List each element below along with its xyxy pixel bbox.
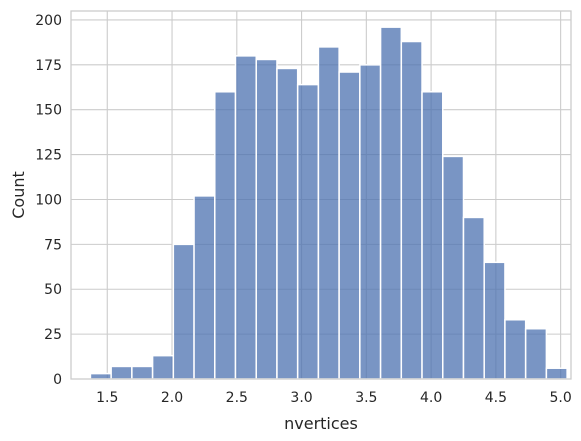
x-tick-label: 4.0 <box>420 390 442 406</box>
histogram-bar <box>545 367 568 380</box>
histogram-bar <box>214 91 237 380</box>
x-axis-label: nvertices <box>284 414 358 433</box>
axes-border <box>70 10 572 380</box>
histogram-bar <box>483 261 506 380</box>
histogram-bar <box>89 372 112 380</box>
histogram-bar <box>379 26 403 380</box>
histogram-bar <box>462 216 485 380</box>
histogram-bar <box>255 58 278 380</box>
y-tick-label: 125 <box>35 148 62 164</box>
histogram-bar <box>317 46 340 380</box>
x-tick-labels: 1.5 2.0 2.5 3.0 3.5 4.0 4.5 5.0 <box>96 390 572 406</box>
x-tick-label: 2.5 <box>226 390 248 406</box>
y-tick-labels: 0 25 50 75 100 125 150 175 200 <box>35 13 62 388</box>
y-tick-label: 75 <box>44 237 62 253</box>
axes-frame <box>70 10 572 380</box>
x-tick-label: 3.5 <box>355 390 377 406</box>
histogram-bar <box>110 365 133 380</box>
histogram-bar <box>524 327 548 380</box>
y-tick-label: 150 <box>35 103 62 119</box>
histogram-bar <box>442 155 465 380</box>
histogram-bar <box>234 55 257 380</box>
x-tick-label: 3.0 <box>290 390 312 406</box>
histogram-bar <box>338 71 361 380</box>
x-tick-label: 4.5 <box>485 390 507 406</box>
histogram-bar <box>276 67 299 380</box>
y-tick-label: 175 <box>35 58 62 74</box>
bars-group <box>89 26 568 380</box>
histogram-bar <box>296 83 320 380</box>
y-tick-label: 25 <box>44 327 62 343</box>
histogram-bar <box>421 91 444 380</box>
x-tick-label: 1.5 <box>96 390 118 406</box>
x-tick-label: 2.0 <box>161 390 183 406</box>
x-tick-label: 5.0 <box>550 390 572 406</box>
histogram-bar <box>359 64 382 380</box>
y-tick-label: 50 <box>44 282 62 298</box>
y-tick-label: 100 <box>35 192 62 208</box>
histogram-bar <box>151 354 175 380</box>
histogram-bar <box>193 195 216 380</box>
histogram-bar <box>400 40 423 380</box>
histogram-bar <box>172 243 195 380</box>
y-axis-label: Count <box>9 171 28 219</box>
histogram-bar <box>504 319 527 380</box>
histogram-bar <box>131 365 154 380</box>
y-tick-label: 200 <box>35 13 62 29</box>
y-tick-label: 0 <box>53 372 62 388</box>
